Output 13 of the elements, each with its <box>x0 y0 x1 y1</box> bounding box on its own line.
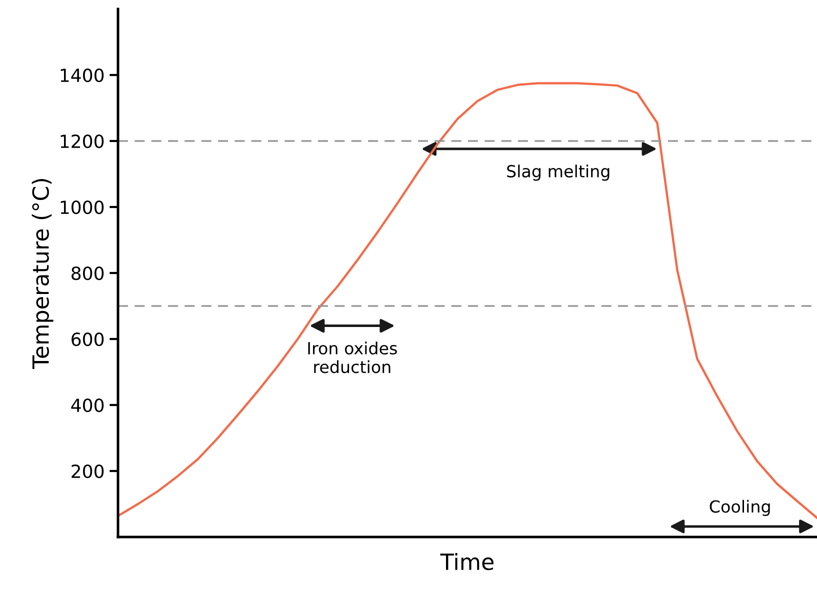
y-tick-label: 1200 <box>60 134 104 148</box>
annotation: Iron oxides reduction <box>308 342 397 374</box>
y-tick-label: 600 <box>72 332 104 346</box>
y-tick-label: 200 <box>72 464 104 478</box>
y-axis-title: Temperature (°C) <box>32 179 54 369</box>
annotation: Slag melting <box>507 164 610 181</box>
y-tick-label: 800 <box>72 266 104 280</box>
x-axis-title: Time <box>440 552 494 570</box>
y-tick-label: 400 <box>71 398 104 412</box>
y-tick-label: 1000 <box>60 200 104 214</box>
line-series <box>118 82 817 519</box>
y-tick-label: 1400 <box>60 68 104 82</box>
annotation: Cooling <box>710 500 770 516</box>
